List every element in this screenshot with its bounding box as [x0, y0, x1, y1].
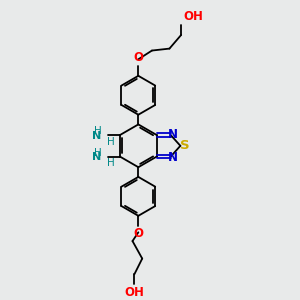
Text: H: H	[94, 126, 101, 136]
Text: O: O	[133, 227, 143, 241]
Text: N: N	[168, 128, 178, 141]
Text: N: N	[168, 151, 178, 164]
Text: O: O	[133, 51, 143, 64]
Text: H: H	[94, 148, 101, 158]
Text: OH: OH	[183, 10, 203, 23]
Text: S: S	[180, 139, 190, 152]
Text: OH: OH	[124, 286, 144, 299]
Text: H: H	[107, 158, 115, 168]
Text: N: N	[92, 131, 101, 141]
Text: N: N	[92, 152, 101, 163]
Text: H: H	[107, 137, 115, 147]
